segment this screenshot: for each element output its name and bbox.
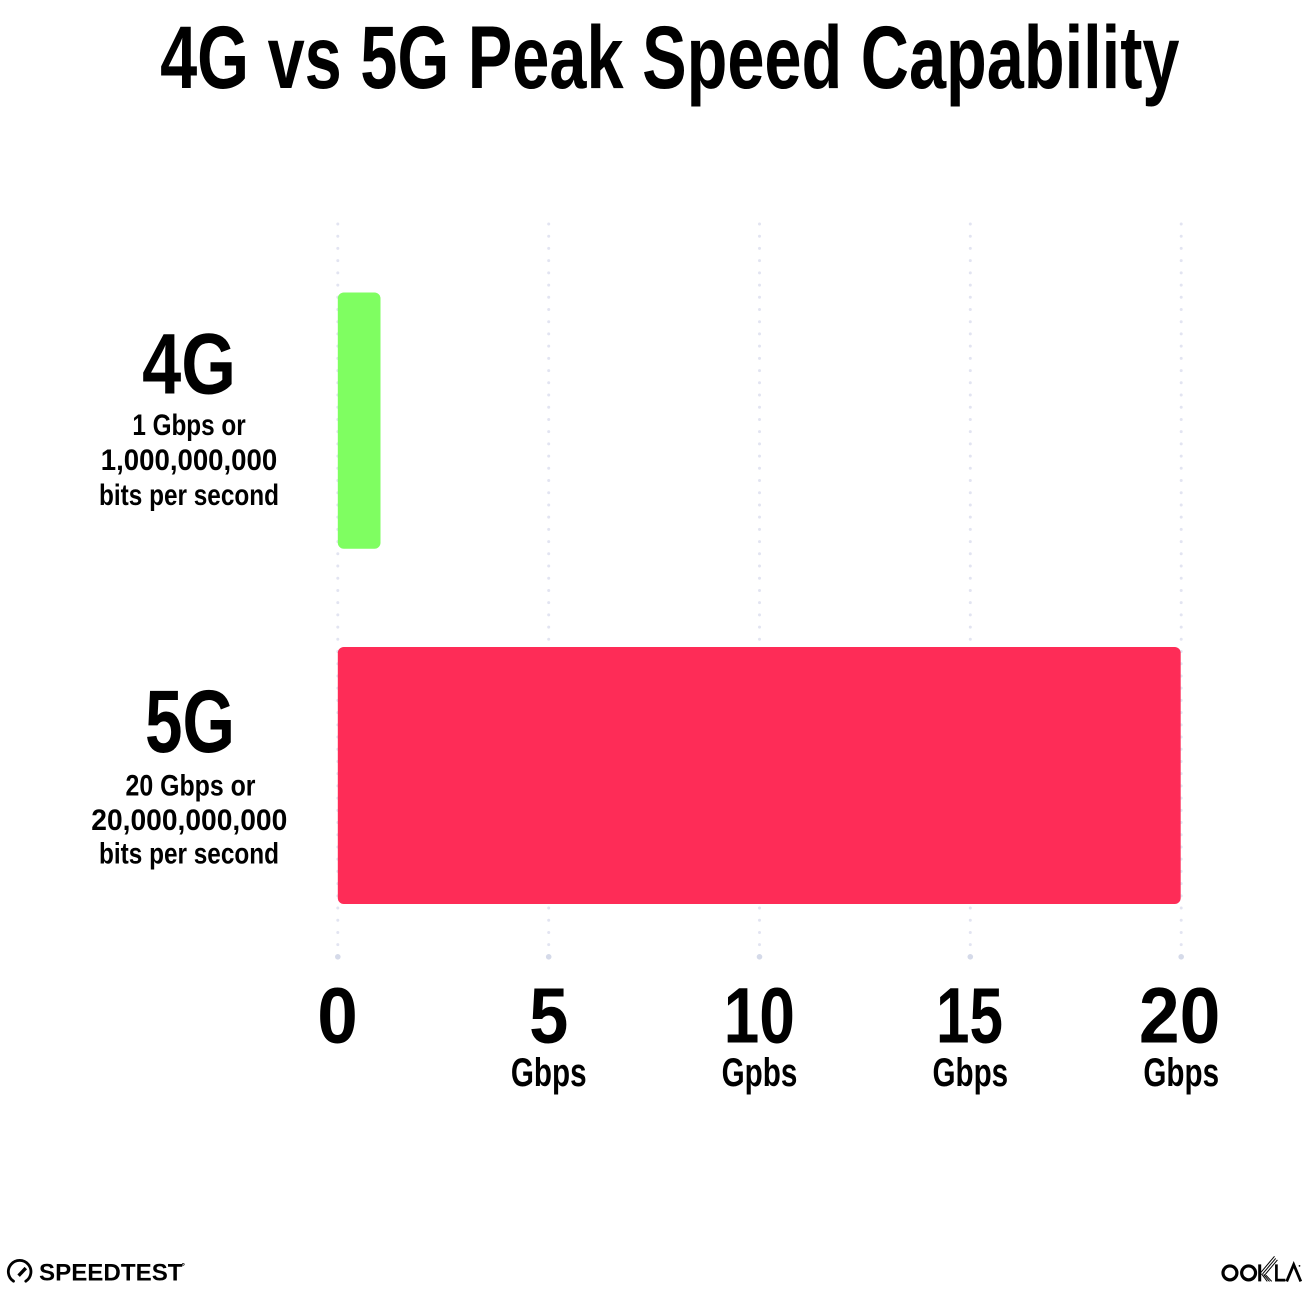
- svg-text:20,000,000,000: 20,000,000,000: [91, 804, 287, 837]
- svg-text:10: 10: [724, 972, 795, 1060]
- svg-text:Gpbs: Gpbs: [722, 1051, 798, 1095]
- svg-text:Gbps: Gbps: [511, 1051, 587, 1095]
- svg-text:Gbps: Gbps: [1143, 1051, 1219, 1095]
- svg-text:5: 5: [529, 971, 568, 1060]
- svg-text:bits per second: bits per second: [99, 478, 279, 512]
- svg-text:4G: 4G: [142, 315, 236, 412]
- svg-text:20 Gbps or: 20 Gbps or: [126, 768, 256, 802]
- svg-text:15: 15: [936, 970, 1003, 1059]
- svg-text:1,000,000,000: 1,000,000,000: [101, 444, 277, 477]
- svg-text:SPEEDTEST: SPEEDTEST: [39, 1259, 183, 1286]
- svg-text:0: 0: [317, 972, 358, 1060]
- svg-text:5G: 5G: [145, 672, 235, 771]
- svg-text:20: 20: [1139, 972, 1220, 1060]
- svg-text:4G vs 5G Peak Speed Capability: 4G vs 5G Peak Speed Capability: [160, 8, 1180, 107]
- svg-text:bits per second: bits per second: [99, 836, 279, 870]
- svg-text:1 Gbps or: 1 Gbps or: [132, 407, 246, 441]
- svg-text:Gbps: Gbps: [932, 1051, 1008, 1095]
